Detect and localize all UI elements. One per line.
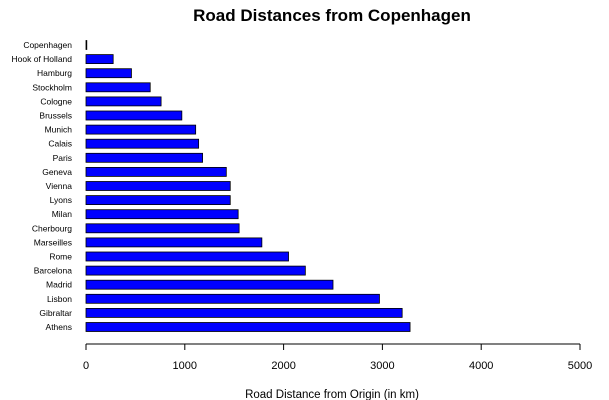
- bar-rome: [85, 251, 289, 262]
- category-labels: Copenhagen Hook of Holland Hamburg Stockhol…: [12, 40, 73, 332]
- category-label: Stockholm: [32, 82, 72, 92]
- category-label: Lisbon: [47, 294, 72, 304]
- x-tick-label: 1000: [173, 360, 197, 372]
- category-label: Cologne: [40, 96, 72, 106]
- bars-group: [85, 40, 411, 332]
- x-tick-label: 3000: [370, 360, 394, 372]
- bar-brussels: [85, 110, 183, 121]
- bar-lisbon: [85, 293, 380, 304]
- x-axis: 0 1000 2000 3000 4000 5000: [83, 343, 592, 372]
- bar-vienna: [85, 181, 231, 191]
- bar-geneva: [85, 166, 227, 177]
- bar-barcelona: [85, 265, 306, 276]
- bar-paris: [85, 152, 203, 163]
- bar-hamburg: [85, 68, 132, 79]
- category-label: Cherbourg: [32, 223, 72, 233]
- x-tick-label: 4000: [469, 360, 493, 372]
- category-label: Brussels: [39, 111, 72, 121]
- bar-milan: [85, 209, 239, 220]
- bar-marseilles: [85, 237, 263, 248]
- category-label: Hook of Holland: [12, 54, 73, 64]
- chart-title: Road Distances from Copenhagen: [193, 6, 471, 25]
- bar-cologne: [85, 96, 162, 107]
- category-label: Gibraltar: [39, 308, 72, 318]
- category-label: Calais: [48, 139, 72, 149]
- bar-madrid: [85, 279, 334, 290]
- category-label: Hamburg: [37, 68, 72, 78]
- category-label: Geneva: [42, 167, 72, 177]
- x-tick-label: 0: [83, 360, 89, 372]
- category-label: Barcelona: [34, 266, 73, 276]
- bar-stockholm: [85, 82, 151, 93]
- category-label: Copenhagen: [23, 40, 72, 50]
- bar-copenhagen: [85, 40, 88, 50]
- x-axis-label: Road Distance from Origin (in km): [245, 389, 419, 400]
- category-label: Paris: [53, 153, 72, 163]
- bar-hook-of-holland: [85, 54, 114, 64]
- bar-gibraltar: [85, 307, 403, 318]
- bar-munich: [85, 124, 197, 135]
- category-label: Madrid: [46, 280, 72, 290]
- category-label: Vienna: [46, 181, 73, 191]
- bar-calais: [85, 138, 200, 149]
- x-tick-label: 2000: [271, 360, 295, 372]
- category-label: Rome: [49, 252, 72, 262]
- category-label: Lyons: [50, 195, 72, 205]
- bar-cherbourg: [85, 223, 240, 234]
- x-tick-label: 5000: [568, 360, 592, 372]
- category-label: Munich: [45, 125, 73, 135]
- bar-lyons: [85, 195, 231, 206]
- category-label: Milan: [52, 209, 73, 219]
- bar-athens: [85, 322, 411, 332]
- category-label: Athens: [46, 322, 72, 332]
- category-label: Marseilles: [34, 237, 72, 247]
